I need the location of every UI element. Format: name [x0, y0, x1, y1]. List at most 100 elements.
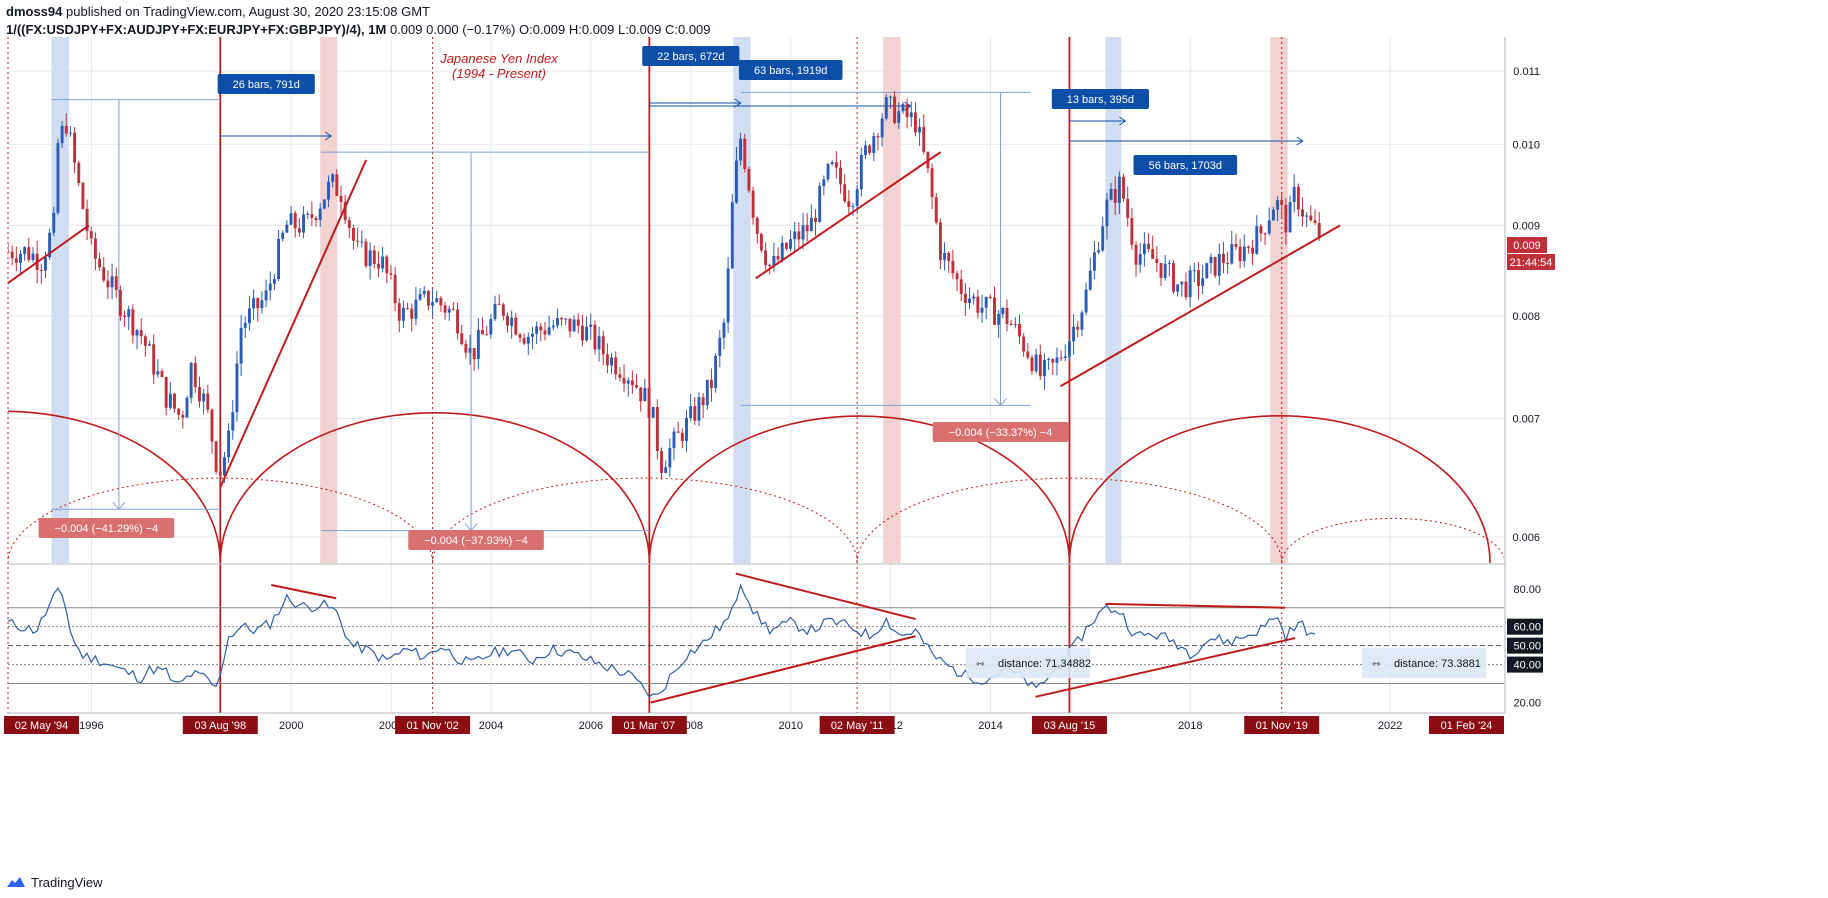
candle-body [214, 441, 218, 472]
candle-body [834, 162, 838, 168]
publisher-line: dmoss94 published on TradingView.com, Au… [6, 3, 711, 21]
bars-badge: 13 bars, 395d [1051, 89, 1150, 109]
candle-body [1284, 204, 1288, 233]
bars-badge-label: 26 bars, 791d [233, 79, 300, 91]
candle-body [809, 217, 813, 232]
candle-body [381, 256, 385, 269]
symbol-name[interactable]: 1/((FX:USDJPY+FX:AUDJPY+FX:EURJPY+FX:GBP… [6, 22, 387, 37]
candle-body [664, 467, 668, 473]
trend-line [219, 159, 368, 488]
candle-body [1155, 258, 1159, 263]
candle-body [514, 317, 518, 335]
candle-body [793, 231, 797, 240]
candle-body [864, 145, 867, 155]
candle-body [247, 308, 251, 324]
date-badge-bg [4, 716, 79, 734]
date-badge-label: 01 Nov '02 [406, 720, 458, 732]
candle-body [39, 269, 43, 271]
rsi-level-badge-label: 50.00 [1513, 641, 1541, 653]
date-badge: 01 Mar '07 [611, 716, 687, 734]
candle-body [393, 274, 397, 304]
date-badge-bg [395, 716, 471, 734]
candle-body [297, 228, 301, 233]
rsi-trend-line [650, 635, 916, 704]
candle-body [1047, 359, 1051, 361]
candle-body [277, 238, 281, 280]
price-tick-label: 0.010 [1512, 139, 1540, 151]
candle-body [847, 201, 851, 208]
candle-body [789, 239, 793, 249]
measure-arrow-head [994, 398, 1007, 407]
candle-body [772, 255, 776, 267]
candle-body [106, 280, 110, 288]
candle-body [913, 112, 917, 133]
candle-body [331, 174, 335, 182]
candle-body [1117, 176, 1121, 203]
candle-body [922, 127, 926, 152]
cycle-arc [8, 410, 222, 563]
change-badge-label: −0.004 (−37.93%) −4 [424, 535, 528, 547]
candle-body [597, 336, 601, 350]
change-badge-bg [38, 518, 175, 538]
change-badge: −0.004 (−41.29%) −4 [38, 518, 175, 538]
candle-body [289, 213, 293, 225]
candle-body [876, 136, 880, 138]
candle-body [227, 430, 231, 458]
candle-body [839, 167, 842, 185]
candle-body [1255, 226, 1259, 254]
candle-body [909, 112, 913, 118]
price-tick-label: 0.009 [1512, 220, 1540, 232]
rsi-tick-label: 20.00 [1513, 698, 1541, 710]
candle-body [68, 132, 72, 134]
author-name[interactable]: dmoss94 [6, 4, 63, 19]
tradingview-footer[interactable]: TradingView [6, 870, 103, 894]
candle-body [859, 154, 863, 190]
rsi-level-badge: 50.00 [1507, 637, 1543, 654]
date-badge-label: 01 Mar '07 [624, 720, 676, 732]
candle-body [1188, 270, 1192, 298]
candle-body [1305, 215, 1309, 217]
candle-body [501, 304, 505, 316]
candle-body [805, 225, 809, 232]
candle-body [89, 231, 93, 239]
bars-badge: 56 bars, 1703d [1133, 155, 1238, 175]
measure-tools [51, 91, 1304, 532]
rsi-trend-line [271, 583, 337, 600]
candle-body [1221, 253, 1225, 263]
date-badge: 01 Feb '24 [1429, 716, 1504, 734]
chart-subtitle: (1994 - Present) [452, 66, 546, 81]
measure-icon: ⇿ [1372, 659, 1381, 670]
candle-body [776, 255, 780, 260]
candle-body [551, 325, 555, 328]
candle-body [1126, 198, 1130, 219]
candle-body [1151, 249, 1155, 259]
candle-body [868, 145, 872, 154]
change-badge: −0.004 (−33.37%) −4 [932, 422, 1069, 442]
candle-body [426, 290, 430, 306]
rsi-level-badge-label: 60.00 [1513, 622, 1541, 634]
candle-body [764, 250, 768, 265]
candle-body [1184, 281, 1188, 298]
trend-line [755, 151, 942, 280]
candle-body [601, 336, 605, 355]
candle-body [222, 457, 226, 476]
candle-body [314, 217, 318, 220]
candle-body [1288, 201, 1292, 233]
candle-body [1051, 359, 1055, 363]
candle-body [1238, 246, 1242, 262]
time-tick-label: 2010 [778, 720, 802, 732]
candle-body [984, 296, 988, 308]
candle-body [306, 213, 310, 215]
candle-body [360, 241, 364, 243]
cycle-arc [1068, 415, 1491, 563]
candle-body [343, 201, 347, 221]
date-badge-bg [1031, 716, 1107, 734]
candle-body [143, 336, 147, 346]
candle-body [605, 354, 609, 366]
candle-body [481, 329, 484, 335]
rsi-level-badge: 40.00 [1507, 656, 1543, 673]
candle-body [1097, 250, 1101, 253]
last-price-bg [1507, 237, 1547, 253]
bars-badge-bg [642, 46, 740, 66]
